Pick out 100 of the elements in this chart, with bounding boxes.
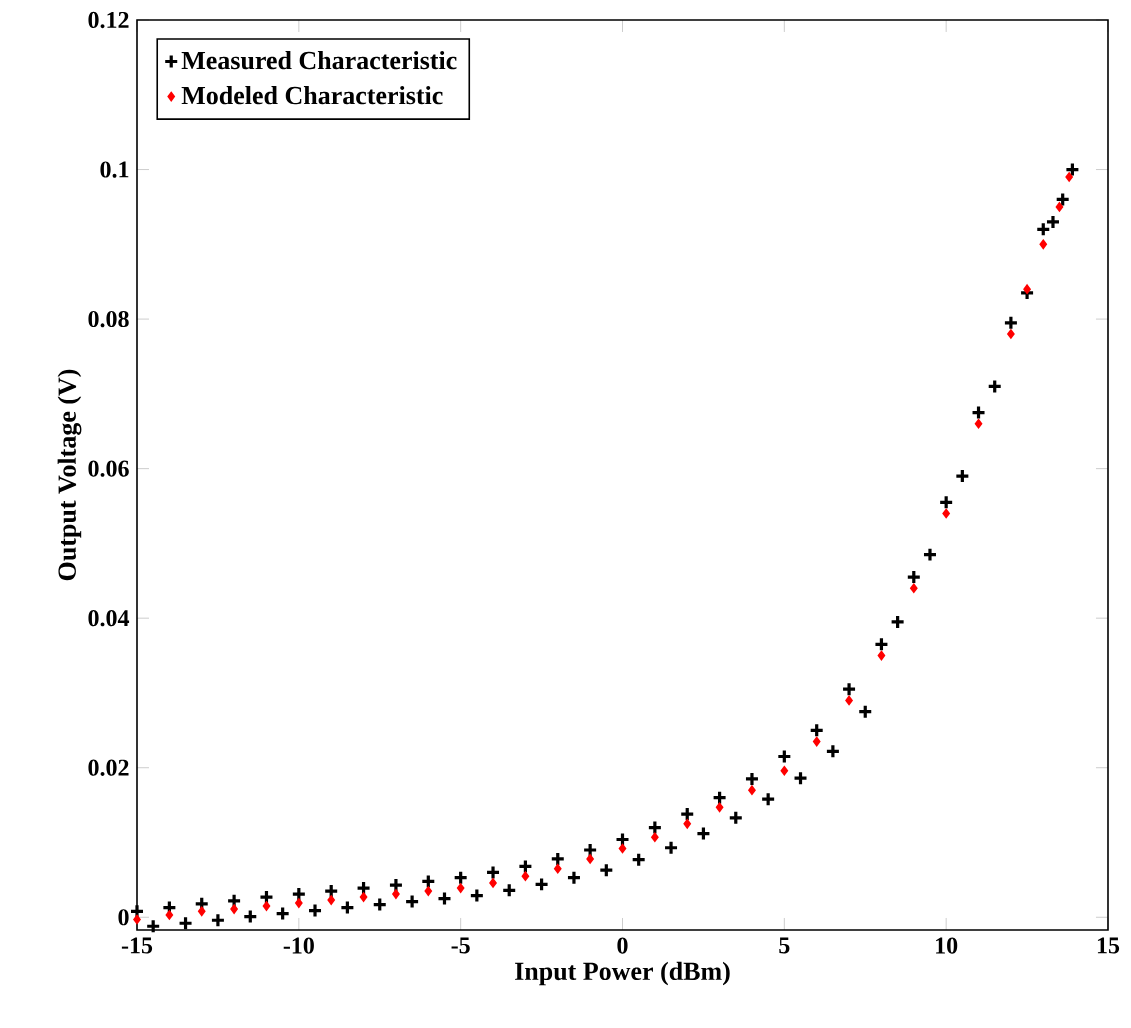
point <box>890 614 906 630</box>
point <box>359 892 368 902</box>
point <box>197 906 206 917</box>
y-tick-label: 0.08 <box>88 310 129 328</box>
point <box>275 905 291 922</box>
point <box>262 901 271 911</box>
point <box>1065 172 1073 182</box>
point <box>922 547 938 563</box>
point <box>1055 191 1071 208</box>
point <box>566 870 582 886</box>
point <box>760 791 776 807</box>
point <box>792 770 809 786</box>
point <box>812 736 821 747</box>
point <box>586 854 594 864</box>
point <box>226 893 242 909</box>
point <box>728 810 744 826</box>
legend-label: Measured Characteristic <box>181 51 457 70</box>
point <box>618 843 627 854</box>
point <box>339 899 355 916</box>
point <box>938 494 954 510</box>
point <box>647 819 663 836</box>
point <box>683 819 692 829</box>
x-tick-label: 5 <box>779 937 790 954</box>
point <box>533 876 550 892</box>
point <box>295 898 303 908</box>
y-axis-title: Output Voltage (V) <box>57 369 82 581</box>
point <box>129 903 145 919</box>
y-tick-label: 0.06 <box>88 460 129 477</box>
y-tick-label: 0.04 <box>88 610 130 627</box>
point <box>258 889 275 905</box>
point <box>780 765 789 776</box>
point <box>1045 214 1061 230</box>
point <box>712 790 728 806</box>
point <box>954 468 970 484</box>
point <box>744 771 760 787</box>
x-tick-label: 15 <box>1097 937 1120 954</box>
point <box>230 904 238 914</box>
point <box>906 569 922 585</box>
point <box>974 418 983 429</box>
point <box>910 583 918 594</box>
point <box>1064 161 1080 178</box>
point <box>453 870 469 886</box>
point <box>291 886 307 902</box>
point <box>841 681 857 697</box>
y-tick-label: 0 <box>118 909 129 926</box>
point <box>392 889 400 899</box>
point <box>355 880 372 896</box>
point <box>388 877 404 893</box>
point <box>825 743 841 759</box>
point <box>1039 239 1048 250</box>
y-tick-label: 0.1 <box>100 161 129 178</box>
point <box>327 895 335 905</box>
point <box>436 890 453 907</box>
point <box>145 918 161 934</box>
point <box>1007 329 1015 339</box>
point <box>715 802 724 813</box>
point <box>809 722 825 738</box>
point <box>631 852 647 868</box>
point <box>210 912 226 928</box>
x-tick-label: 10 <box>936 937 958 954</box>
y-tick-label: 0.12 <box>88 11 129 29</box>
point <box>748 785 756 795</box>
point <box>970 404 987 421</box>
x-tick-label: -15 <box>121 937 153 954</box>
point <box>424 886 433 896</box>
point <box>420 873 436 889</box>
point <box>857 704 873 720</box>
point <box>1035 221 1051 237</box>
point <box>553 863 562 874</box>
point <box>469 887 485 904</box>
legend-label: Modeled Characteristic <box>181 86 443 105</box>
point <box>663 840 679 856</box>
point <box>1003 315 1019 331</box>
point <box>550 851 566 867</box>
point <box>456 883 465 893</box>
point <box>177 915 194 931</box>
point <box>307 902 323 919</box>
point <box>877 650 886 661</box>
point <box>323 883 339 899</box>
point <box>521 871 530 881</box>
point <box>133 914 141 925</box>
x-tick-label: 0 <box>617 937 628 954</box>
point <box>1023 284 1031 294</box>
point <box>873 636 890 652</box>
point <box>242 908 258 925</box>
x-tick-label: -5 <box>451 937 470 954</box>
point <box>987 378 1003 394</box>
y-tick-label: 0.02 <box>88 759 129 776</box>
point <box>485 864 501 881</box>
point <box>598 862 614 878</box>
point <box>651 832 659 843</box>
point <box>695 825 712 842</box>
point <box>165 910 174 920</box>
point <box>372 896 388 913</box>
point <box>679 806 695 822</box>
point <box>489 878 497 888</box>
point <box>582 842 598 858</box>
x-axis-title: Input Power (dBm) <box>515 961 730 986</box>
point <box>517 858 533 875</box>
point <box>776 748 792 765</box>
